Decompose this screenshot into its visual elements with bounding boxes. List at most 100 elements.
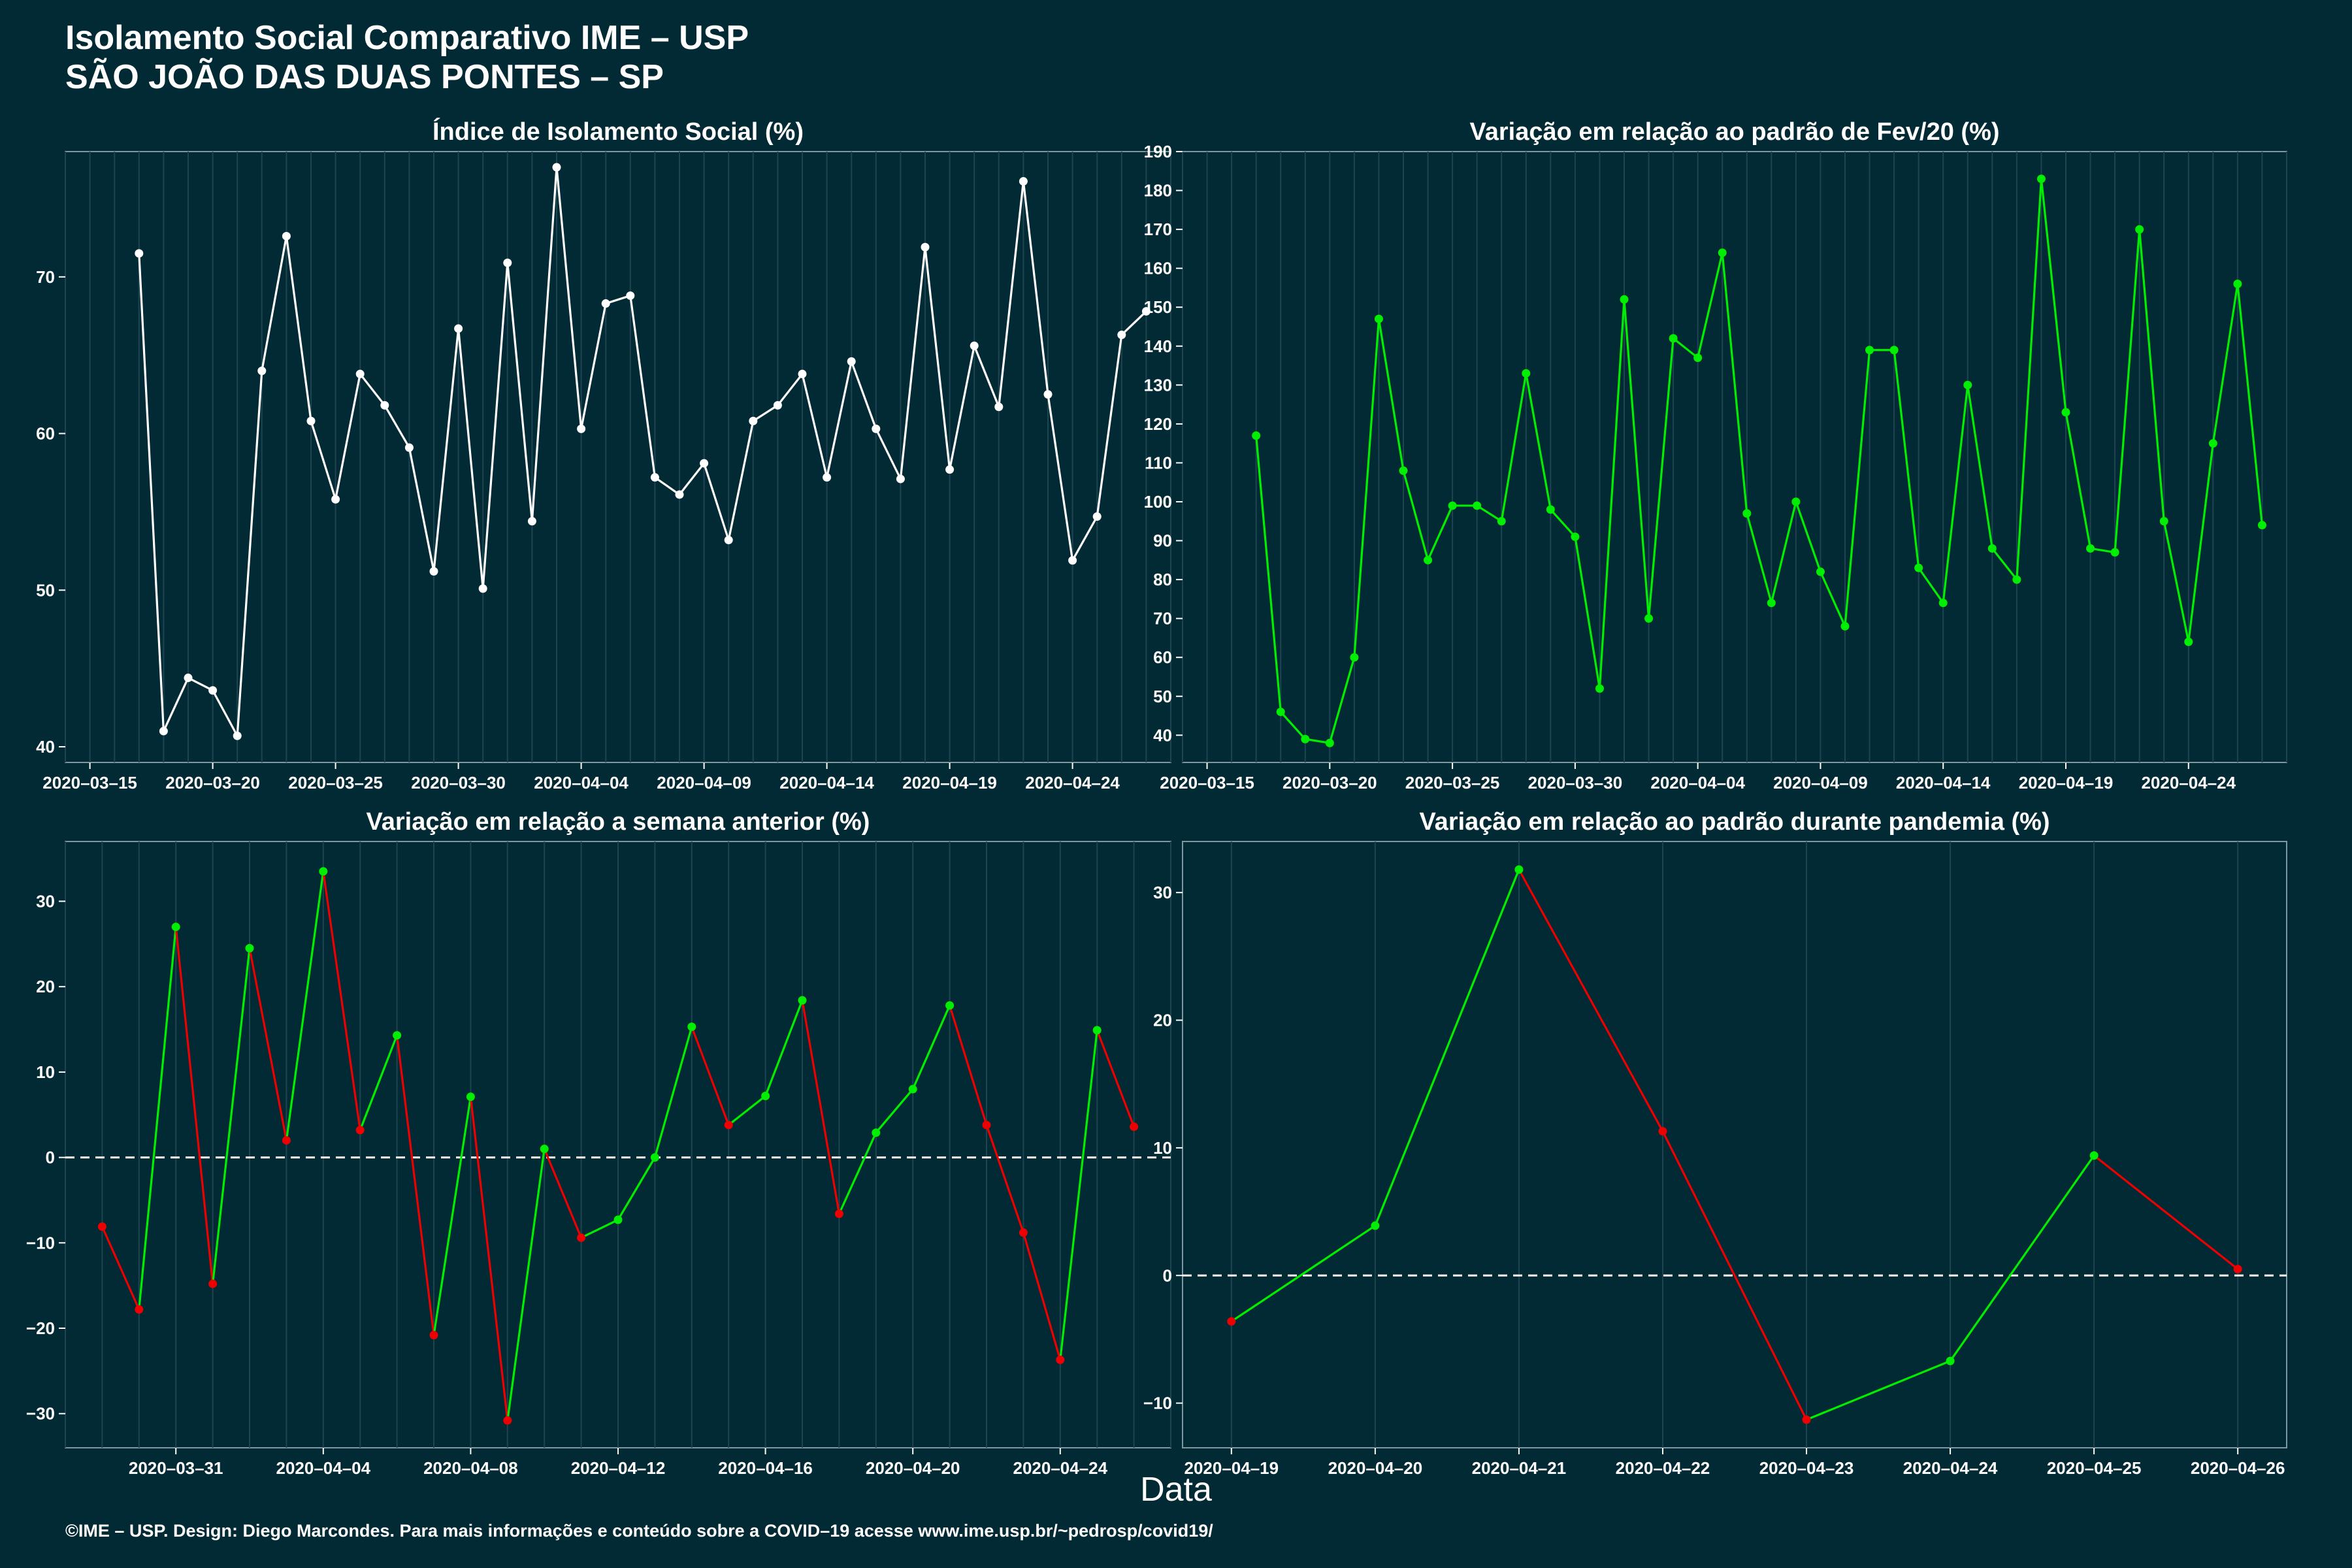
series-segment bbox=[138, 926, 177, 1311]
data-point bbox=[1043, 390, 1053, 399]
y-tick-label: 140 bbox=[1144, 336, 1172, 356]
data-point bbox=[2036, 174, 2046, 184]
data-point bbox=[994, 402, 1004, 412]
series-segment bbox=[580, 1218, 619, 1239]
series-segment bbox=[899, 246, 926, 480]
data-point bbox=[2159, 517, 2168, 526]
y-tick-label: 10 bbox=[36, 1062, 55, 1082]
data-point bbox=[1424, 555, 1433, 564]
data-point bbox=[282, 231, 291, 240]
data-point bbox=[613, 1215, 623, 1224]
series-segment bbox=[838, 1132, 877, 1215]
data-point bbox=[1816, 567, 1825, 576]
y-tick-label: 20 bbox=[1153, 1011, 1172, 1030]
series-segment bbox=[1374, 868, 1520, 1227]
series-segment bbox=[948, 344, 975, 471]
data-point bbox=[1473, 501, 1482, 510]
series-segment bbox=[2187, 442, 2214, 643]
series-segment bbox=[1279, 710, 1307, 740]
series-segment bbox=[702, 462, 730, 542]
series-segment bbox=[395, 1034, 435, 1337]
data-point bbox=[171, 923, 180, 932]
series-segment bbox=[825, 360, 853, 479]
series-segment bbox=[433, 1096, 472, 1337]
series-segment bbox=[776, 372, 804, 406]
series-segment bbox=[1230, 1224, 1377, 1323]
y-tick-label: 160 bbox=[1144, 259, 1172, 278]
x-tick-label: 2020–03–25 bbox=[288, 773, 383, 792]
data-point bbox=[454, 324, 463, 333]
data-point bbox=[1371, 1221, 1380, 1230]
series-segment bbox=[506, 1147, 546, 1422]
x-tick-label: 2020–03–30 bbox=[1528, 773, 1623, 792]
series-segment bbox=[1328, 656, 1356, 744]
data-point bbox=[1019, 177, 1028, 186]
data-point bbox=[724, 536, 733, 545]
y-tick-label: 180 bbox=[1144, 181, 1172, 201]
x-tick-label: 2020–04–24 bbox=[2141, 773, 2236, 792]
series-segment bbox=[580, 302, 607, 430]
data-point bbox=[1325, 738, 1334, 747]
series-segment bbox=[1120, 310, 1148, 336]
data-point bbox=[466, 1092, 475, 1102]
series-segment bbox=[1819, 570, 1846, 628]
data-point bbox=[945, 1001, 955, 1010]
y-tick-label: 40 bbox=[1153, 725, 1172, 745]
data-point bbox=[135, 1305, 144, 1314]
data-point bbox=[97, 1222, 106, 1231]
chart-title: Variação em relação ao padrão de Fev/20 … bbox=[1469, 118, 1999, 146]
chart-title: Índice de Isolamento Social (%) bbox=[433, 117, 804, 146]
series-segment bbox=[555, 166, 583, 430]
data-point bbox=[1791, 497, 1801, 506]
y-tick-label: 70 bbox=[1153, 609, 1172, 629]
x-tick-label: 2020–04–04 bbox=[534, 773, 629, 792]
data-point bbox=[2061, 408, 2070, 417]
data-point bbox=[601, 299, 610, 308]
data-point bbox=[1963, 380, 1972, 389]
x-tick-label: 2020–04–14 bbox=[779, 773, 874, 792]
chart-panel-1: Índice de Isolamento Social (%) 40 50 60 70 2… bbox=[36, 117, 1171, 792]
series-segment bbox=[261, 235, 287, 372]
y-tick-label: 30 bbox=[36, 891, 55, 911]
x-tick-label: 2020–04–24 bbox=[1903, 1458, 1998, 1478]
data-point bbox=[1865, 346, 1874, 355]
series-segment bbox=[1525, 372, 1552, 511]
data-point bbox=[306, 416, 316, 425]
data-point bbox=[1718, 248, 1727, 257]
series-segment bbox=[1661, 1130, 1808, 1421]
y-tick-label: −10 bbox=[1143, 1394, 1172, 1413]
series-segment bbox=[653, 476, 681, 496]
series-segment bbox=[2236, 282, 2264, 527]
x-tick-label: 2020–03–15 bbox=[42, 773, 137, 792]
y-tick-label: 10 bbox=[1153, 1138, 1172, 1158]
data-point bbox=[823, 473, 832, 482]
data-point bbox=[1802, 1415, 1811, 1424]
series-segment bbox=[1071, 515, 1098, 562]
series-segment bbox=[2065, 411, 2092, 550]
data-point bbox=[257, 367, 267, 376]
y-tick-label: 70 bbox=[36, 267, 55, 287]
series-segment bbox=[1096, 333, 1123, 518]
series-segment bbox=[1353, 318, 1380, 659]
x-tick-label: 2020–04–12 bbox=[571, 1458, 666, 1478]
data-point bbox=[872, 1128, 881, 1137]
data-point bbox=[1056, 1355, 1065, 1364]
data-point bbox=[319, 867, 328, 876]
series-segment bbox=[629, 294, 657, 479]
data-point bbox=[1068, 556, 1077, 565]
series-segment bbox=[212, 947, 251, 1285]
plot-area bbox=[1182, 151, 2287, 763]
series-segment bbox=[1942, 384, 1969, 604]
series-segment bbox=[1795, 500, 1822, 573]
y-tick-label: 50 bbox=[1153, 687, 1172, 706]
data-point bbox=[1914, 563, 1923, 572]
series-segment bbox=[764, 999, 804, 1098]
x-tick-label: 2020–04–04 bbox=[276, 1458, 370, 1478]
series-segment bbox=[1047, 393, 1074, 562]
series-segment bbox=[212, 689, 238, 737]
series-segment bbox=[973, 344, 1000, 408]
series-segment bbox=[2093, 1154, 2239, 1271]
y-tick-label: 20 bbox=[36, 977, 55, 996]
series-segment bbox=[2016, 178, 2043, 581]
series-segment bbox=[1623, 298, 1650, 620]
